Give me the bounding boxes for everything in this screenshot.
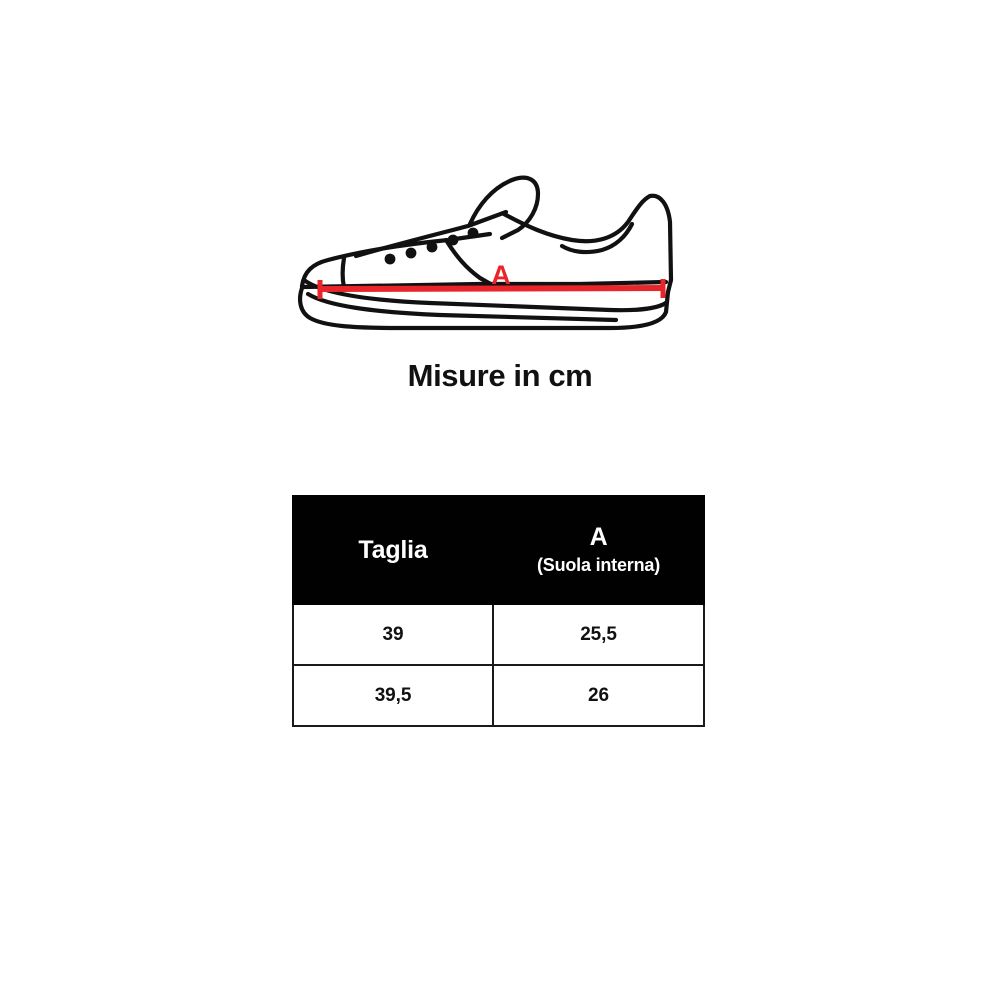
sneaker-side-view-icon: A [298,175,674,331]
table-header-row: Taglia A (Suola interna) [292,495,705,605]
cell-insole: 25,5 [492,603,705,666]
table-row: 39 25,5 [292,603,705,666]
table-row: 39,5 26 [292,664,705,727]
column-header-taglia-label: Taglia [358,535,428,564]
table-body: 39 25,5 39,5 26 [292,603,705,727]
column-header-taglia: Taglia [292,495,494,605]
unit-caption: Misure in cm [407,358,593,393]
measurement-label-a: A [491,260,511,290]
cell-size: 39,5 [292,664,494,727]
size-chart-table: Taglia A (Suola interna) 39 25,5 39,5 26 [292,495,705,727]
cell-insole: 26 [492,664,705,727]
column-header-a: A (Suola interna) [492,495,705,605]
table-header: Taglia A (Suola interna) [292,495,705,605]
shoe-diagram: A [280,160,710,360]
column-header-a-label: A [589,523,608,552]
cell-size: 39 [292,603,494,666]
column-header-a-sublabel: (Suola interna) [536,555,660,576]
measurement-end-caps [317,279,666,299]
measurement-line-a [319,285,665,292]
